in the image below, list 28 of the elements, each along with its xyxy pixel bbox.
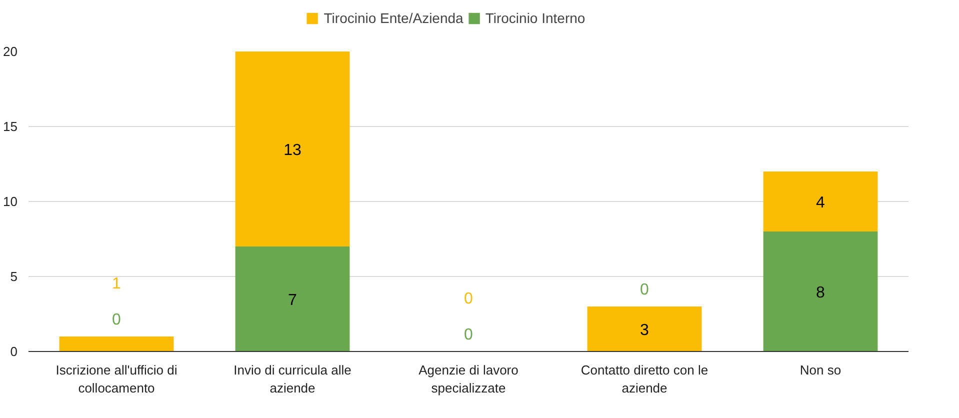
data-label: 0 [112, 312, 122, 328]
bar [59, 336, 174, 352]
bar [763, 172, 878, 232]
data-label: 13 [284, 142, 302, 159]
data-label: 3 [640, 322, 650, 339]
bar [235, 246, 350, 352]
data-label: 1 [112, 276, 122, 292]
bar [235, 52, 350, 246]
y-tick-label: 10 [3, 194, 18, 209]
data-label: 7 [288, 292, 298, 309]
bar [763, 232, 878, 352]
y-tick-label: 0 [10, 344, 18, 359]
x-tick-label: Invio di curricula alle aziende [234, 362, 352, 396]
data-label: 8 [816, 284, 826, 302]
data-label: 0 [464, 326, 474, 344]
x-tick-label: Contatto diretto con le aziende [580, 362, 708, 396]
data-label: 4 [816, 194, 826, 212]
x-tick-label: Non so [800, 362, 842, 378]
x-tick-label: Iscrizione all'ufficio di collocamento [56, 362, 178, 396]
legend-label: Tirocinio Interno [485, 10, 586, 26]
bar [587, 306, 702, 352]
data-label: 0 [464, 290, 474, 308]
x-tick-label: Agenzie di lavoro specializzate [418, 362, 518, 396]
y-tick-label: 15 [3, 119, 18, 134]
legend-label: Tirocinio Ente/Azienda [324, 10, 464, 26]
data-label: 0 [640, 282, 650, 298]
y-tick-label: 20 [3, 44, 18, 59]
y-tick-label: 5 [10, 269, 18, 284]
